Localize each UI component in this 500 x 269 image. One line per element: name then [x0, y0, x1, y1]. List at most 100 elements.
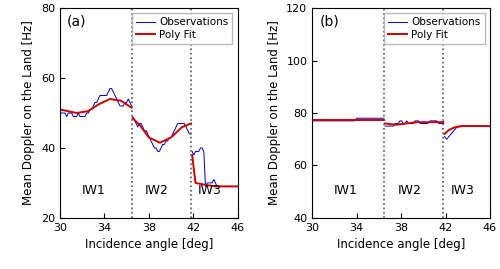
Observations — [106, 90, 112, 94]
Observations — [58, 111, 64, 115]
Observations — [94, 101, 100, 104]
Observations — [116, 101, 121, 104]
Observations — [68, 111, 74, 115]
Text: (a): (a) — [67, 14, 86, 28]
Observations — [104, 94, 110, 97]
Observations — [118, 104, 124, 108]
Line: Observations: Observations — [312, 118, 384, 121]
Observations — [340, 119, 346, 122]
Observations — [332, 119, 338, 122]
Poly Fit — [332, 118, 338, 121]
Legend: Observations, Poly Fit: Observations, Poly Fit — [384, 13, 485, 44]
Text: IW3: IW3 — [450, 184, 474, 197]
Observations — [354, 117, 360, 120]
Observations — [57, 111, 63, 115]
Observations — [76, 111, 82, 115]
Poly Fit — [118, 99, 124, 102]
Observations — [358, 117, 364, 120]
Poly Fit — [85, 110, 91, 113]
Observations — [376, 117, 382, 120]
Poly Fit — [128, 106, 134, 109]
Observations — [90, 104, 96, 108]
Observations — [325, 119, 331, 122]
Observations — [320, 119, 326, 122]
Poly Fit — [310, 118, 316, 121]
Observations — [330, 119, 336, 122]
Observations — [82, 115, 88, 118]
Observations — [314, 119, 320, 122]
Observations — [102, 94, 108, 97]
Observations — [84, 111, 89, 115]
Observations — [126, 97, 132, 101]
Poly Fit — [57, 108, 63, 111]
Observations — [86, 111, 91, 115]
Observations — [347, 119, 353, 122]
Poly Fit — [354, 118, 360, 121]
Observations — [67, 111, 73, 115]
Observations — [100, 94, 106, 97]
Observations — [66, 111, 71, 115]
Observations — [72, 115, 78, 118]
Text: IW2: IW2 — [398, 184, 421, 197]
Poly Fit — [376, 118, 382, 121]
Observations — [322, 119, 328, 122]
Line: Observations: Observations — [60, 89, 132, 116]
Observations — [108, 87, 114, 90]
Poly Fit — [107, 97, 113, 101]
Poly Fit — [74, 111, 80, 115]
Observations — [365, 117, 371, 120]
Observations — [336, 119, 342, 122]
Observations — [64, 115, 70, 118]
Observations — [367, 117, 373, 120]
Poly Fit — [96, 102, 102, 106]
Observations — [60, 111, 66, 115]
Observations — [380, 117, 386, 120]
Observations — [80, 115, 86, 118]
Observations — [372, 117, 378, 120]
Observations — [345, 119, 351, 122]
Observations — [97, 94, 103, 97]
Text: (b): (b) — [320, 14, 339, 28]
Text: IW1: IW1 — [82, 184, 106, 197]
Observations — [114, 97, 119, 101]
Observations — [88, 108, 94, 111]
Observations — [77, 115, 83, 118]
Observations — [92, 101, 98, 104]
Observations — [128, 104, 134, 108]
Observations — [87, 108, 93, 111]
Observations — [352, 119, 358, 122]
Observations — [117, 104, 123, 108]
Line: Poly Fit: Poly Fit — [60, 99, 132, 113]
Observations — [124, 101, 130, 104]
Observations — [120, 104, 126, 108]
Observations — [96, 97, 102, 101]
Observations — [362, 117, 368, 120]
Observations — [378, 117, 384, 120]
Observations — [127, 101, 133, 104]
Observations — [338, 119, 344, 122]
X-axis label: Incidence angle [deg]: Incidence angle [deg] — [337, 238, 466, 251]
Y-axis label: Mean Doppler on the Land [Hz]: Mean Doppler on the Land [Hz] — [268, 20, 281, 206]
Observations — [316, 119, 322, 122]
Poly Fit — [381, 118, 387, 121]
Observations — [370, 117, 376, 120]
Observations — [334, 119, 340, 122]
Observations — [356, 117, 362, 120]
Observations — [312, 119, 318, 122]
Observations — [70, 115, 76, 118]
Observations — [107, 87, 113, 90]
Observations — [318, 119, 324, 122]
Observations — [112, 94, 118, 97]
Text: IW1: IW1 — [334, 184, 357, 197]
Y-axis label: Mean Doppler on the Land [Hz]: Mean Doppler on the Land [Hz] — [22, 20, 36, 206]
X-axis label: Incidence angle [deg]: Incidence angle [deg] — [84, 238, 213, 251]
Observations — [122, 101, 128, 104]
Text: IW3: IW3 — [198, 184, 222, 197]
Observations — [310, 119, 316, 122]
Observations — [327, 119, 333, 122]
Observations — [98, 94, 104, 97]
Legend: Observations, Poly Fit: Observations, Poly Fit — [132, 13, 232, 44]
Observations — [360, 117, 366, 120]
Observations — [62, 111, 68, 115]
Observations — [78, 115, 84, 118]
